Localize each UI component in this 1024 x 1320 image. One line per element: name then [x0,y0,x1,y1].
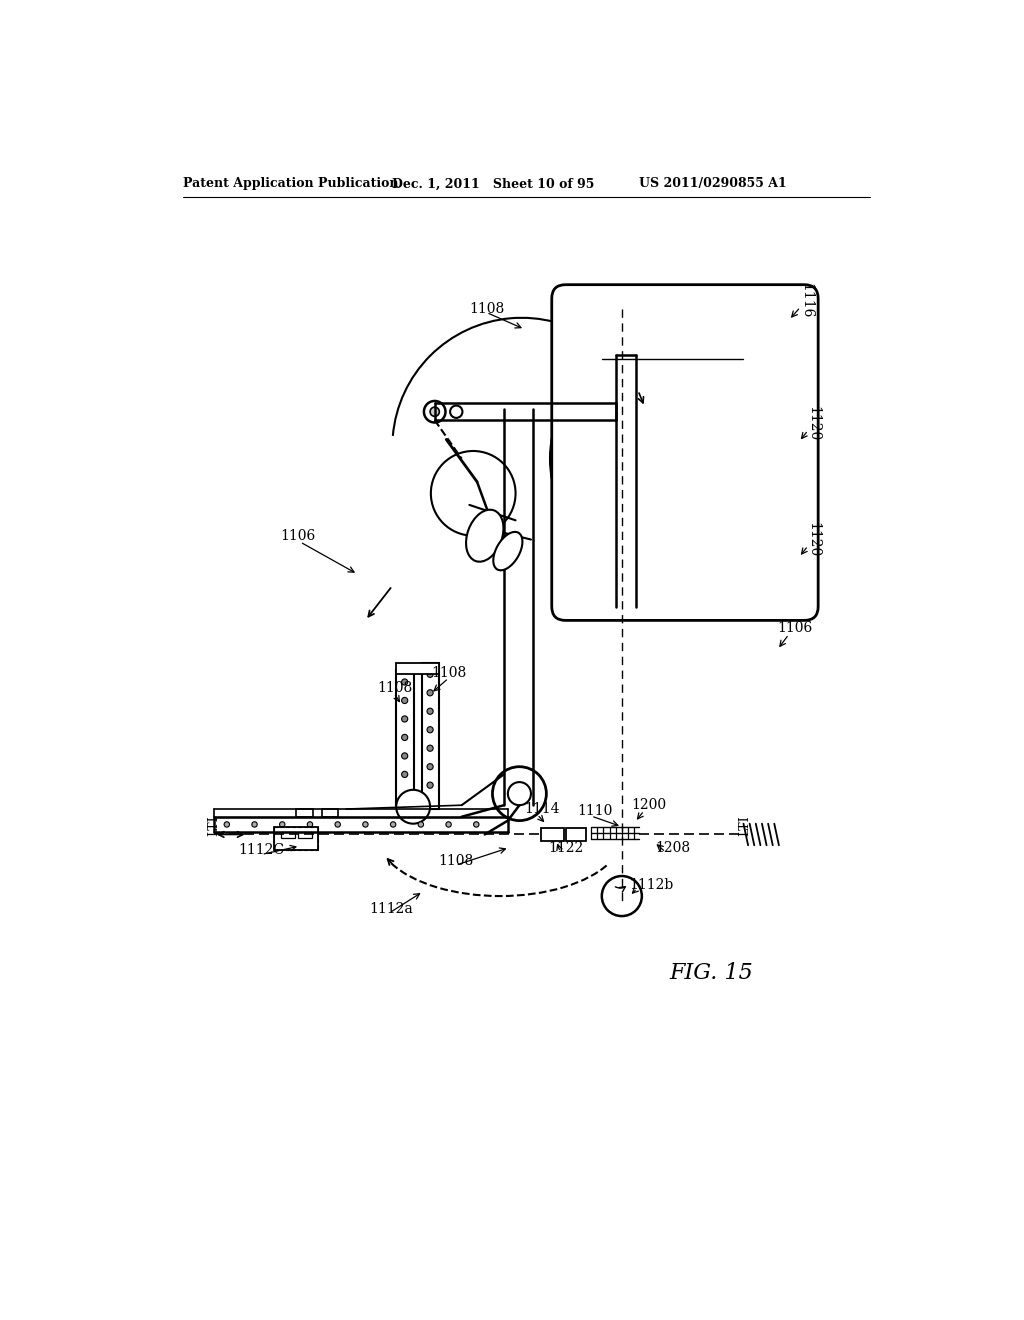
Text: 1106: 1106 [281,529,316,543]
Circle shape [694,461,737,503]
Circle shape [401,697,408,704]
Text: 1106: 1106 [777,622,813,635]
Text: 1114: 1114 [524,803,560,816]
Circle shape [401,734,408,741]
Circle shape [427,671,433,677]
Circle shape [445,822,452,828]
Text: 1200: 1200 [631,799,667,812]
Bar [396,663,439,675]
Circle shape [401,771,408,777]
Circle shape [691,411,725,445]
Bar [606,314,668,331]
Bar [691,330,718,337]
Circle shape [307,822,312,828]
Circle shape [427,726,433,733]
Bar [322,809,339,817]
Text: 1112a: 1112a [370,902,413,916]
Circle shape [430,407,439,416]
Bar [777,359,801,498]
Bar [566,829,586,841]
Text: 1108: 1108 [377,681,413,696]
Ellipse shape [466,510,504,562]
Text: 1122: 1122 [548,841,583,854]
Circle shape [418,822,424,828]
Circle shape [708,418,716,426]
Circle shape [508,781,531,805]
Circle shape [602,876,642,916]
Text: 1112C: 1112C [239,843,285,857]
Text: 1112b: 1112b [630,878,674,891]
Circle shape [401,678,408,685]
Text: FIG. 15: FIG. 15 [670,962,754,985]
Wedge shape [680,479,755,548]
Circle shape [224,822,229,828]
Bar [422,663,439,809]
Circle shape [427,763,433,770]
Text: 1108: 1108 [469,301,505,315]
Circle shape [431,451,515,536]
Circle shape [709,459,715,466]
Circle shape [451,405,463,418]
Text: 1208: 1208 [655,841,691,854]
Circle shape [362,822,368,828]
Ellipse shape [494,532,522,570]
Circle shape [390,822,396,828]
Circle shape [252,822,257,828]
Text: LTI: LTI [207,814,220,836]
Bar [298,832,312,838]
Circle shape [424,401,445,422]
Bar [742,350,785,376]
Bar [602,309,744,355]
Bar [281,832,295,838]
Text: 1108: 1108 [431,665,466,680]
Circle shape [493,767,547,821]
Circle shape [705,451,711,458]
Circle shape [473,822,479,828]
Circle shape [550,339,788,578]
Text: 1108: 1108 [438,854,474,867]
Text: 1120: 1120 [807,521,820,557]
Text: Dec. 1, 2011   Sheet 10 of 95: Dec. 1, 2011 Sheet 10 of 95 [392,177,595,190]
Circle shape [708,405,716,413]
Circle shape [427,708,433,714]
Circle shape [692,418,700,426]
Circle shape [335,822,340,828]
Circle shape [427,689,433,696]
Circle shape [427,781,433,788]
Circle shape [773,355,781,363]
Text: 1120: 1120 [807,407,820,442]
Circle shape [692,405,700,413]
Circle shape [713,467,719,474]
Bar [396,671,414,805]
Text: 1116: 1116 [799,284,813,318]
Bar [673,334,738,354]
Bar [673,314,738,331]
Text: Patent Application Publication: Patent Application Publication [183,177,398,190]
Circle shape [401,715,408,722]
Circle shape [773,343,781,351]
Circle shape [670,498,700,528]
Text: 1110: 1110 [578,804,612,817]
Text: US 2011/0290855 A1: US 2011/0290855 A1 [639,177,786,190]
Wedge shape [722,400,761,504]
Bar [541,829,564,841]
FancyBboxPatch shape [552,285,818,620]
Bar [296,809,313,817]
Circle shape [401,752,408,759]
Text: LTI: LTI [738,814,752,836]
Circle shape [427,744,433,751]
Bar [691,321,718,327]
Bar [273,826,318,850]
Circle shape [396,789,430,824]
Circle shape [578,367,762,552]
Circle shape [280,822,285,828]
